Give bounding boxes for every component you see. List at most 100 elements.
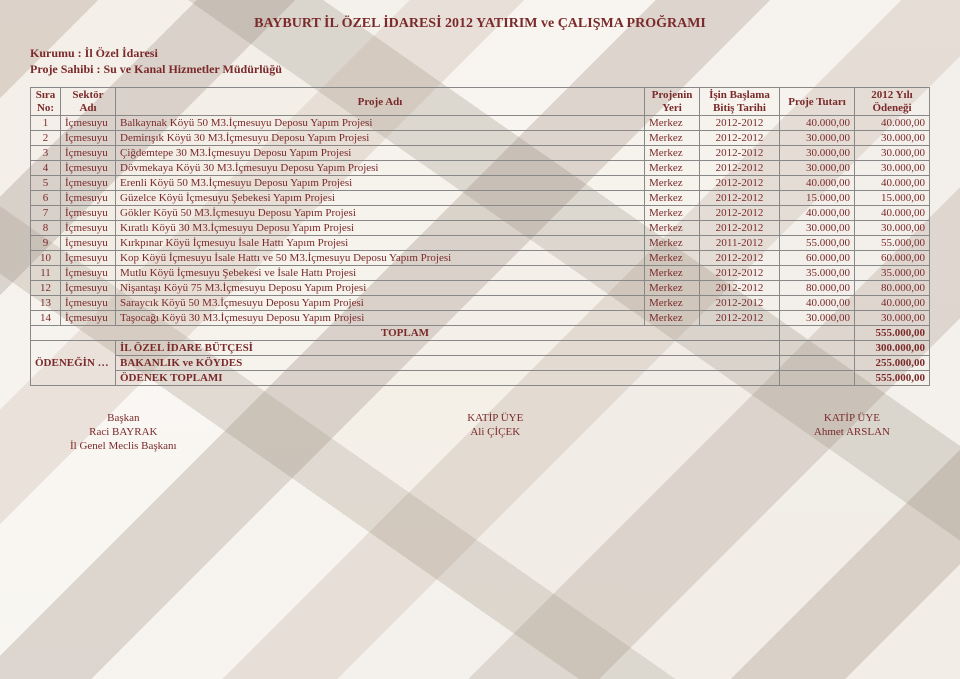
alloc-line1-value: 300.000,00: [855, 341, 930, 356]
cell-budget: 30.000,00: [855, 311, 930, 326]
cell-dates: 2012-2012: [700, 176, 780, 191]
table-row: 6İçmesuyuGüzelce Köyü İçmesuyu Şebekesi …: [31, 191, 930, 206]
cell-name: Kop Köyü İçmesuyu İsale Hattı ve 50 M3.İ…: [116, 251, 645, 266]
table-footer: TOPLAM 555.000,00 ÖDENEĞİN DAĞILIMI İL Ö…: [31, 326, 930, 386]
table-row: 7İçmesuyuGökler Köyü 50 M3.İçmesuyu Depo…: [31, 206, 930, 221]
cell-loc: Merkez: [645, 221, 700, 236]
table-row: 12İçmesuyuNişantaşı Köyü 75 M3.İçmesuyu …: [31, 281, 930, 296]
meta-block: Kurumu : İl Özel İdaresi Proje Sahibi : …: [30, 46, 930, 77]
cell-dates: 2012-2012: [700, 191, 780, 206]
signature-left: Başkan Raci BAYRAK İl Genel Meclis Başka…: [70, 412, 177, 453]
cell-amount: 60.000,00: [780, 251, 855, 266]
cell-sector: İçmesuyu: [61, 191, 116, 206]
cell-no: 11: [31, 266, 61, 281]
cell-name: Güzelce Köyü İçmesuyu Şebekesi Yapım Pro…: [116, 191, 645, 206]
cell-dates: 2012-2012: [700, 161, 780, 176]
cell-loc: Merkez: [645, 116, 700, 131]
cell-dates: 2012-2012: [700, 296, 780, 311]
cell-amount: 40.000,00: [780, 176, 855, 191]
cell-dates: 2012-2012: [700, 146, 780, 161]
cell-name: Balkaynak Köyü 50 M3.İçmesuyu Deposu Yap…: [116, 116, 645, 131]
owner-line: Proje Sahibi : Su ve Kanal Hizmetler Müd…: [30, 62, 930, 78]
cell-name: Erenli Köyü 50 M3.İçmesuyu Deposu Yapım …: [116, 176, 645, 191]
cell-loc: Merkez: [645, 161, 700, 176]
cell-budget: 40.000,00: [855, 206, 930, 221]
cell-no: 5: [31, 176, 61, 191]
alloc-line2-value: 255.000,00: [855, 356, 930, 371]
cell-amount: 35.000,00: [780, 266, 855, 281]
cell-amount: 30.000,00: [780, 131, 855, 146]
cell-budget: 55.000,00: [855, 236, 930, 251]
cell-sector: İçmesuyu: [61, 236, 116, 251]
cell-sector: İçmesuyu: [61, 251, 116, 266]
cell-name: Çiğdemtepe 30 M3.İçmesuyu Deposu Yapım P…: [116, 146, 645, 161]
cell-name: Nişantaşı Köyü 75 M3.İçmesuyu Deposu Yap…: [116, 281, 645, 296]
table-row: 5İçmesuyuErenli Köyü 50 M3.İçmesuyu Depo…: [31, 176, 930, 191]
cell-loc: Merkez: [645, 266, 700, 281]
cell-loc: Merkez: [645, 176, 700, 191]
cell-name: Dövmekaya Köyü 30 M3.İçmesuyu Deposu Yap…: [116, 161, 645, 176]
cell-no: 7: [31, 206, 61, 221]
table-row: 1İçmesuyuBalkaynak Köyü 50 M3.İçmesuyu D…: [31, 116, 930, 131]
table-row: 3İçmesuyuÇiğdemtepe 30 M3.İçmesuyu Depos…: [31, 146, 930, 161]
cell-sector: İçmesuyu: [61, 176, 116, 191]
cell-amount: 30.000,00: [780, 161, 855, 176]
total-amount-blank: [780, 326, 855, 341]
cell-amount: 40.000,00: [780, 116, 855, 131]
cell-name: Gökler Köyü 50 M3.İçmesuyu Deposu Yapım …: [116, 206, 645, 221]
cell-loc: Merkez: [645, 251, 700, 266]
cell-name: Mutlu Köyü İçmesuyu Şebekesi ve İsale Ha…: [116, 266, 645, 281]
cell-dates: 2012-2012: [700, 116, 780, 131]
col-sector: Sektör Adı: [61, 88, 116, 116]
table-row: 14İçmesuyuTaşocağı Köyü 30 M3.İçmesuyu D…: [31, 311, 930, 326]
allocation-label: ÖDENEĞİN DAĞILIMI: [31, 341, 116, 386]
cell-dates: 2012-2012: [700, 311, 780, 326]
cell-no: 10: [31, 251, 61, 266]
signature-middle: KATİP ÜYE Ali ÇİÇEK: [467, 412, 523, 453]
sig-right-name: Ahmet ARSLAN: [814, 426, 890, 440]
cell-loc: Merkez: [645, 191, 700, 206]
cell-dates: 2012-2012: [700, 206, 780, 221]
cell-no: 14: [31, 311, 61, 326]
cell-name: Taşocağı Köyü 30 M3.İçmesuyu Deposu Yapı…: [116, 311, 645, 326]
table-body: 1İçmesuyuBalkaynak Köyü 50 M3.İçmesuyu D…: [31, 116, 930, 326]
cell-sector: İçmesuyu: [61, 116, 116, 131]
table-row: 9İçmesuyuKırkpınar Köyü İçmesuyu İsale H…: [31, 236, 930, 251]
total-budget: 555.000,00: [855, 326, 930, 341]
cell-sector: İçmesuyu: [61, 281, 116, 296]
cell-budget: 40.000,00: [855, 116, 930, 131]
alloc-line3-value: 555.000,00: [855, 371, 930, 386]
alloc-line3-label: ÖDENEK TOPLAMI: [116, 371, 780, 386]
cell-amount: 15.000,00: [780, 191, 855, 206]
cell-amount: 30.000,00: [780, 146, 855, 161]
cell-budget: 80.000,00: [855, 281, 930, 296]
table-row: 4İçmesuyuDövmekaya Köyü 30 M3.İçmesuyu D…: [31, 161, 930, 176]
cell-amount: 30.000,00: [780, 221, 855, 236]
cell-dates: 2012-2012: [700, 131, 780, 146]
total-label: TOPLAM: [31, 326, 780, 341]
cell-loc: Merkez: [645, 131, 700, 146]
col-loc: Projenin Yeri: [645, 88, 700, 116]
cell-no: 8: [31, 221, 61, 236]
cell-budget: 30.000,00: [855, 161, 930, 176]
cell-no: 9: [31, 236, 61, 251]
cell-sector: İçmesuyu: [61, 161, 116, 176]
cell-no: 12: [31, 281, 61, 296]
alloc-line2-amount-blank: [780, 356, 855, 371]
cell-budget: 15.000,00: [855, 191, 930, 206]
cell-sector: İçmesuyu: [61, 266, 116, 281]
signature-right: KATİP ÜYE Ahmet ARSLAN: [814, 412, 890, 453]
page-title: BAYBURT İL ÖZEL İDARESİ 2012 YATIRIM ve …: [30, 16, 930, 32]
cell-loc: Merkez: [645, 236, 700, 251]
col-name: Proje Adı: [116, 88, 645, 116]
cell-no: 4: [31, 161, 61, 176]
table-row: 2İçmesuyuDemirışık Köyü 30 M3.İçmesuyu D…: [31, 131, 930, 146]
col-no: Sıra No:: [31, 88, 61, 116]
cell-amount: 40.000,00: [780, 296, 855, 311]
cell-loc: Merkez: [645, 281, 700, 296]
cell-dates: 2012-2012: [700, 221, 780, 236]
table-row: 11İçmesuyuMutlu Köyü İçmesuyu Şebekesi v…: [31, 266, 930, 281]
cell-amount: 30.000,00: [780, 311, 855, 326]
cell-amount: 80.000,00: [780, 281, 855, 296]
cell-no: 3: [31, 146, 61, 161]
